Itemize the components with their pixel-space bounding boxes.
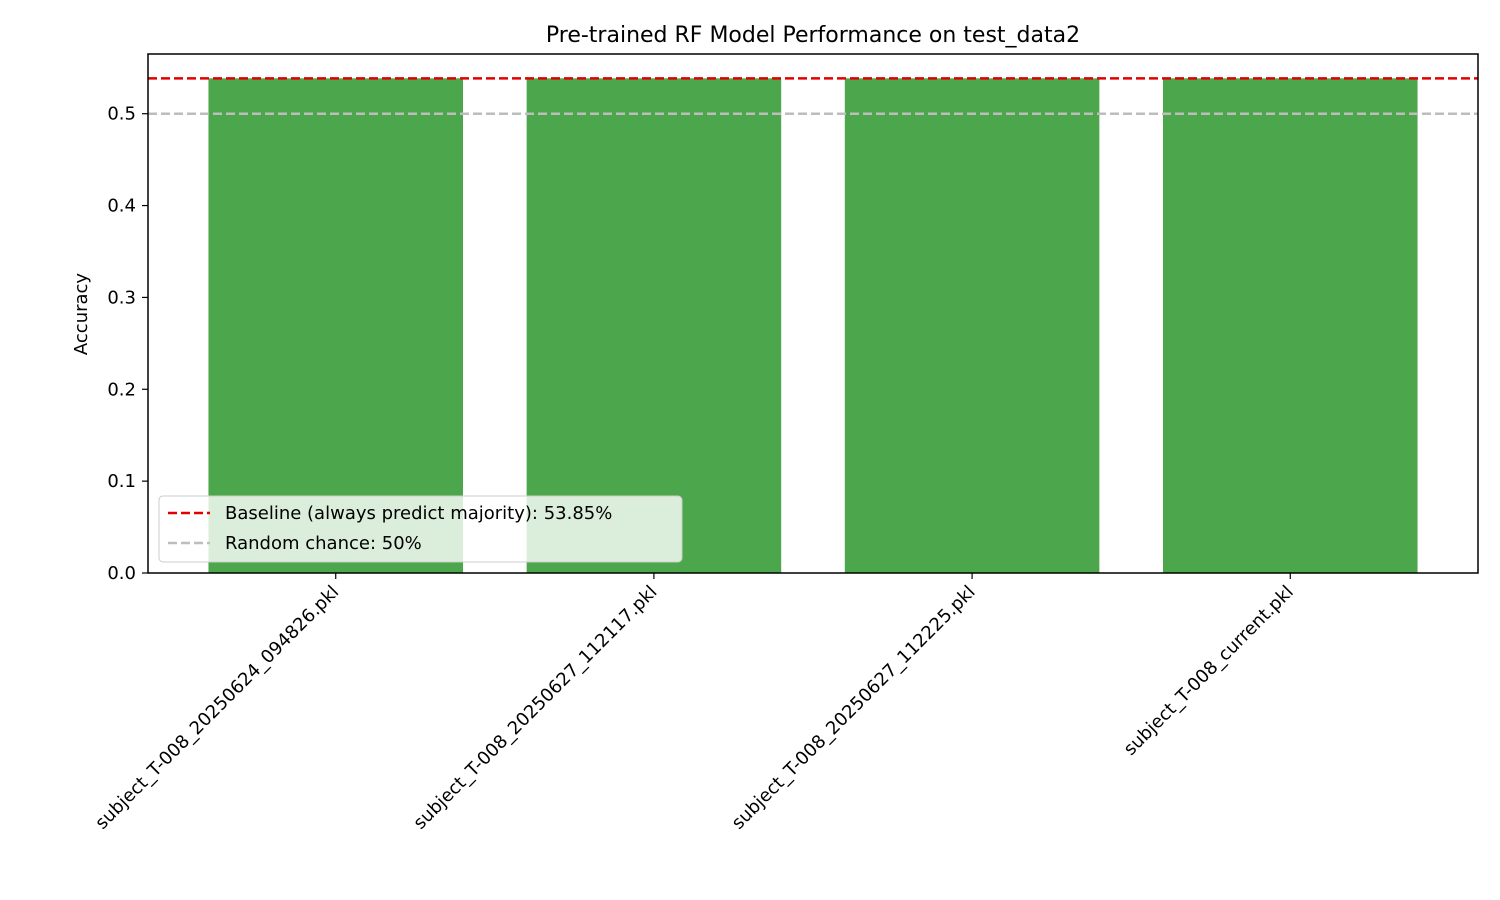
bar-2 — [526, 78, 782, 574]
y-tick-label-0: 0.0 — [107, 563, 136, 584]
bar-4 — [1163, 78, 1418, 574]
x-tick-label-0: subject_T-008_20250624_094826.pkl — [91, 582, 343, 834]
bar-1 — [208, 78, 463, 574]
x-tick-label-3: subject_T-008_current.pkl — [1120, 582, 1298, 760]
x-tick-label-1: subject_T-008_20250627_112117.pkl — [409, 582, 661, 834]
bars-group — [208, 78, 1418, 574]
y-axis-label: Accuracy — [71, 273, 92, 356]
y-tick-label-3: 0.3 — [107, 287, 136, 308]
y-tick-label-2: 0.2 — [107, 379, 136, 400]
y-tick-label-5: 0.5 — [107, 104, 136, 125]
x-tick-label-2: subject_T-008_20250627_112225.pkl — [728, 582, 980, 834]
reference-lines-group — [148, 77, 1478, 115]
legend-label-2: Random chance: 50% — [225, 533, 422, 554]
y-ticks-group: 0.0 0.1 0.2 0.3 0.4 0.5 — [107, 104, 148, 584]
legend: Baseline (always predict majority): 53.8… — [158, 495, 683, 563]
x-ticks-group: subject_T-008_20250624_094826.pkl subject… — [91, 573, 1298, 834]
legend-box — [158, 495, 683, 563]
y-tick-label-4: 0.4 — [107, 196, 136, 217]
plot-frame — [147, 53, 1479, 574]
legend-label-1: Baseline (always predict majority): 53.8… — [225, 503, 612, 524]
y-tick-label-1: 0.1 — [107, 471, 136, 492]
chart-title: Pre-trained RF Model Performance on test… — [546, 23, 1080, 48]
bar-3 — [844, 78, 1100, 574]
